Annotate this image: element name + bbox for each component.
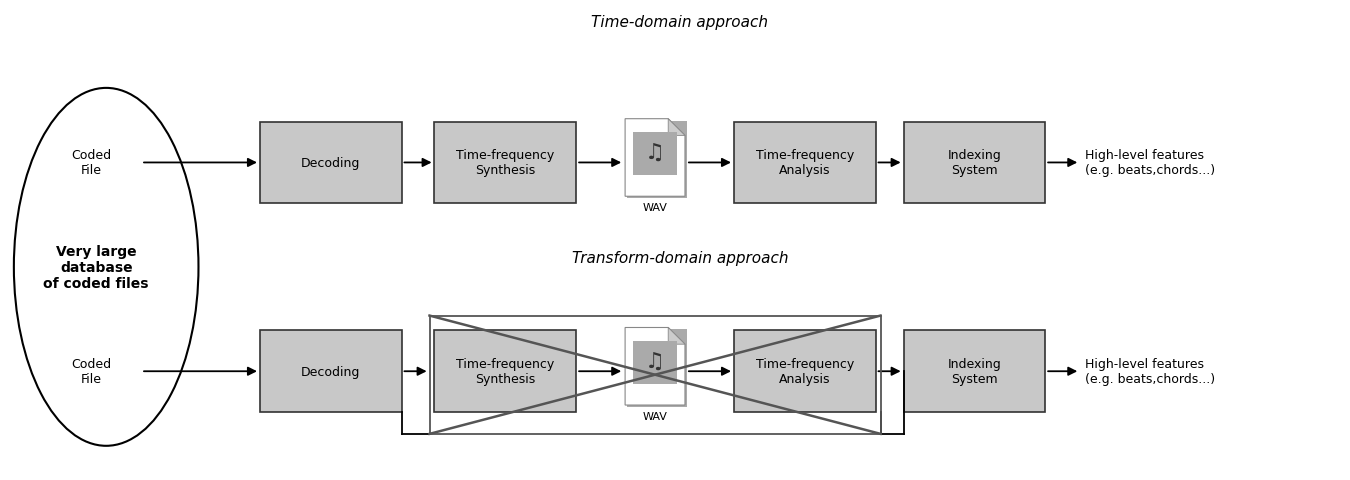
Bar bbox=[734, 122, 876, 204]
Bar bbox=[633, 133, 676, 176]
Bar bbox=[259, 122, 401, 204]
Text: Very large
database
of coded files: Very large database of coded files bbox=[43, 244, 148, 290]
Ellipse shape bbox=[14, 89, 198, 446]
Text: Decoding: Decoding bbox=[301, 365, 360, 378]
FancyBboxPatch shape bbox=[628, 121, 687, 199]
Bar bbox=[633, 341, 676, 384]
Bar bbox=[435, 122, 576, 204]
Text: Indexing
System: Indexing System bbox=[948, 358, 1002, 385]
Text: Time-frequency
Analysis: Time-frequency Analysis bbox=[756, 149, 853, 177]
Text: Coded
File: Coded File bbox=[72, 358, 111, 385]
Text: Transform-domain approach: Transform-domain approach bbox=[572, 251, 788, 266]
Text: WAV: WAV bbox=[643, 203, 667, 213]
Text: Time-frequency
Synthesis: Time-frequency Synthesis bbox=[456, 358, 555, 385]
Text: ♫: ♫ bbox=[645, 350, 666, 371]
Text: High-level features
(e.g. beats,chords...): High-level features (e.g. beats,chords..… bbox=[1085, 358, 1215, 385]
Text: Indexing
System: Indexing System bbox=[948, 149, 1002, 177]
Text: Time-domain approach: Time-domain approach bbox=[591, 15, 768, 30]
Text: Time-frequency
Analysis: Time-frequency Analysis bbox=[756, 358, 853, 385]
Text: WAV: WAV bbox=[643, 411, 667, 421]
Polygon shape bbox=[668, 120, 684, 136]
Text: Coded
File: Coded File bbox=[72, 149, 111, 177]
FancyBboxPatch shape bbox=[628, 330, 687, 407]
Bar bbox=[259, 331, 401, 412]
Text: Decoding: Decoding bbox=[301, 156, 360, 169]
Bar bbox=[903, 331, 1045, 412]
Polygon shape bbox=[625, 120, 684, 197]
Text: High-level features
(e.g. beats,chords...): High-level features (e.g. beats,chords..… bbox=[1085, 149, 1215, 177]
Polygon shape bbox=[625, 328, 684, 405]
Bar bbox=[903, 122, 1045, 204]
Text: ♫: ♫ bbox=[645, 142, 666, 162]
Polygon shape bbox=[668, 328, 684, 345]
Bar bbox=[734, 331, 876, 412]
Bar bbox=[435, 331, 576, 412]
Text: Time-frequency
Synthesis: Time-frequency Synthesis bbox=[456, 149, 555, 177]
Bar bbox=[429, 316, 880, 434]
